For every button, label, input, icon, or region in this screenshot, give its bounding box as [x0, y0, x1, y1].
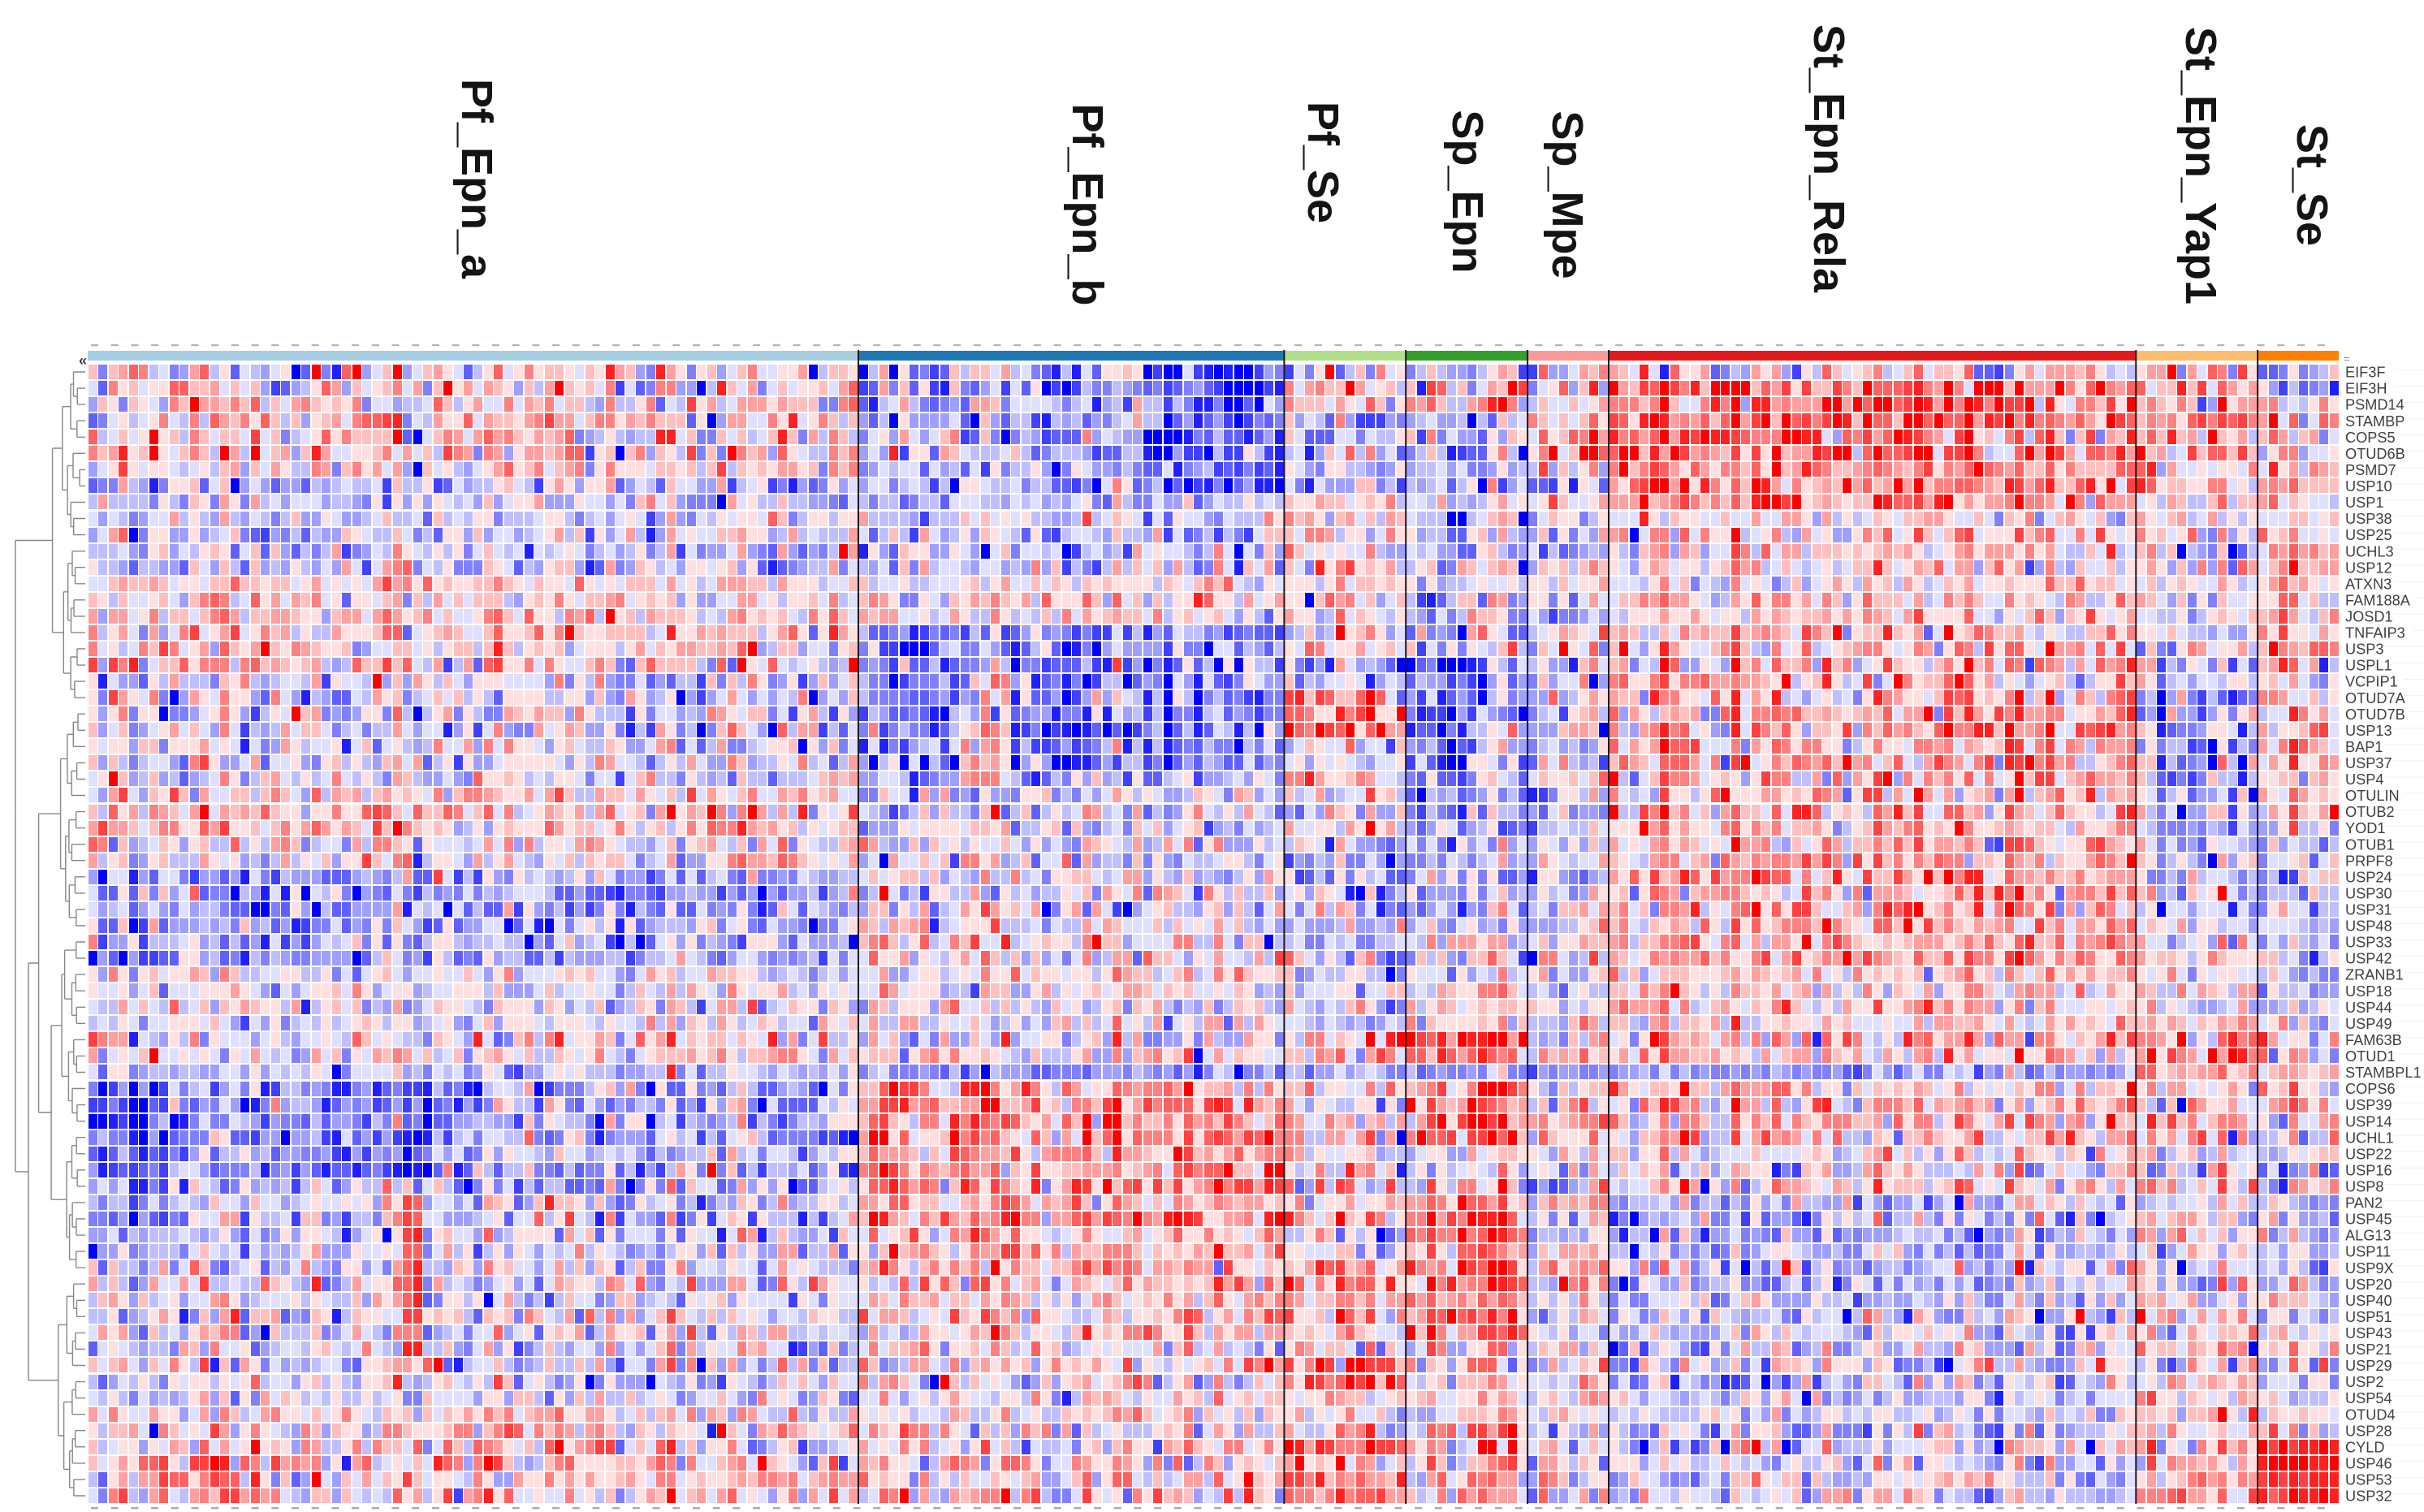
svg-text:FAM63B: FAM63B — [2345, 1032, 2402, 1048]
svg-text:USP10: USP10 — [2345, 478, 2392, 495]
svg-text:USP16: USP16 — [2345, 1162, 2392, 1178]
svg-text:Pf_Epn_b: Pf_Epn_b — [1063, 103, 1112, 305]
svg-text:USP20: USP20 — [2345, 1277, 2392, 1293]
svg-text:USP48: USP48 — [2345, 918, 2392, 935]
svg-text:USP21: USP21 — [2345, 1341, 2392, 1358]
svg-text:USP1: USP1 — [2345, 495, 2384, 511]
svg-text:USP29: USP29 — [2345, 1358, 2392, 1374]
svg-text:OTUB2: OTUB2 — [2345, 804, 2395, 820]
svg-text:JOSD1: JOSD1 — [2345, 609, 2393, 625]
svg-text:ATXN3: ATXN3 — [2345, 576, 2392, 592]
svg-text:PRPF8: PRPF8 — [2345, 853, 2393, 869]
svg-text:USP8: USP8 — [2345, 1179, 2384, 1195]
svg-text:ALG13: ALG13 — [2345, 1228, 2392, 1244]
svg-text:USP2: USP2 — [2345, 1374, 2384, 1390]
svg-text:OTUD7A: OTUD7A — [2345, 690, 2406, 706]
svg-text:USP11: USP11 — [2345, 1244, 2391, 1260]
svg-text:USP25: USP25 — [2345, 527, 2392, 543]
svg-text:USP4: USP4 — [2345, 771, 2384, 788]
svg-text:PSMD14: PSMD14 — [2345, 397, 2405, 413]
svg-text:St_Se: St_Se — [2288, 124, 2336, 246]
svg-text:USP31: USP31 — [2345, 902, 2392, 918]
svg-text:USP28: USP28 — [2345, 1423, 2392, 1439]
svg-text:USP12: USP12 — [2345, 559, 2392, 576]
svg-text:USP51: USP51 — [2345, 1309, 2392, 1325]
svg-text:=: = — [2344, 352, 2350, 365]
svg-text:UCHL3: UCHL3 — [2345, 543, 2394, 559]
svg-text:OTUD6B: OTUD6B — [2345, 446, 2405, 462]
svg-text:USP13: USP13 — [2345, 723, 2392, 739]
svg-text:STAMBPL1: STAMBPL1 — [2345, 1065, 2422, 1081]
svg-text:USPL1: USPL1 — [2345, 658, 2392, 674]
svg-text:USP9X: USP9X — [2345, 1260, 2394, 1277]
svg-text:USP32: USP32 — [2345, 1488, 2392, 1505]
svg-text:EIF3F: EIF3F — [2345, 365, 2386, 381]
svg-text:Sp_Epn: Sp_Epn — [1443, 110, 1492, 273]
svg-text:USP44: USP44 — [2345, 1000, 2392, 1016]
svg-text:USP46: USP46 — [2345, 1456, 2392, 1472]
svg-text:Pf_Se: Pf_Se — [1298, 102, 1347, 223]
svg-text:FAM188A: FAM188A — [2345, 592, 2411, 608]
svg-text:USP37: USP37 — [2345, 755, 2392, 771]
svg-text:Pf_Epn_a: Pf_Epn_a — [452, 79, 501, 279]
svg-text:OTULIN: OTULIN — [2345, 788, 2400, 804]
svg-text:OTUD4: OTUD4 — [2345, 1406, 2396, 1423]
svg-text:USP40: USP40 — [2345, 1293, 2392, 1309]
svg-text:EIF3H: EIF3H — [2345, 381, 2387, 397]
svg-text:UCHL1: UCHL1 — [2345, 1130, 2394, 1146]
svg-text:PSMD7: PSMD7 — [2345, 462, 2396, 478]
svg-text:OTUB1: OTUB1 — [2345, 836, 2395, 853]
svg-text:St_Epn_Yap1: St_Epn_Yap1 — [2176, 27, 2225, 305]
svg-text:YOD1: YOD1 — [2345, 820, 2386, 836]
svg-text:USP49: USP49 — [2345, 1016, 2392, 1032]
svg-text:USP42: USP42 — [2345, 951, 2392, 967]
svg-text:STAMBP: STAMBP — [2345, 413, 2405, 430]
svg-text:ZRANB1: ZRANB1 — [2345, 967, 2404, 983]
svg-text:VCPIP1: VCPIP1 — [2345, 674, 2398, 690]
svg-text:USP33: USP33 — [2345, 935, 2392, 951]
svg-text:COPS6: COPS6 — [2345, 1081, 2396, 1097]
svg-text:USP3: USP3 — [2345, 642, 2384, 658]
svg-text:OTUD7B: OTUD7B — [2345, 706, 2405, 723]
svg-text:PAN2: PAN2 — [2345, 1195, 2383, 1212]
svg-text:OTUD1: OTUD1 — [2345, 1048, 2396, 1065]
svg-text:«: « — [79, 352, 87, 369]
svg-text:USP45: USP45 — [2345, 1212, 2392, 1228]
svg-text:COPS5: COPS5 — [2345, 430, 2396, 446]
svg-text:Sp_Mpe: Sp_Mpe — [1543, 110, 1592, 279]
svg-text:USP54: USP54 — [2345, 1390, 2392, 1406]
svg-text:USP43: USP43 — [2345, 1325, 2392, 1341]
svg-text:BAP1: BAP1 — [2345, 739, 2383, 755]
svg-text:USP30: USP30 — [2345, 886, 2392, 902]
svg-text:CYLD: CYLD — [2345, 1439, 2385, 1455]
svg-text:USP39: USP39 — [2345, 1097, 2392, 1113]
svg-text:USP18: USP18 — [2345, 983, 2392, 1000]
svg-text:USP38: USP38 — [2345, 511, 2392, 527]
svg-text:USP53: USP53 — [2345, 1472, 2392, 1488]
svg-text:USP14: USP14 — [2345, 1113, 2392, 1130]
svg-text:TNFAIP3: TNFAIP3 — [2345, 625, 2405, 642]
svg-text:USP22: USP22 — [2345, 1146, 2392, 1162]
svg-text:St_Epn_Rela: St_Epn_Rela — [1804, 24, 1853, 293]
svg-text:USP24: USP24 — [2345, 869, 2392, 885]
